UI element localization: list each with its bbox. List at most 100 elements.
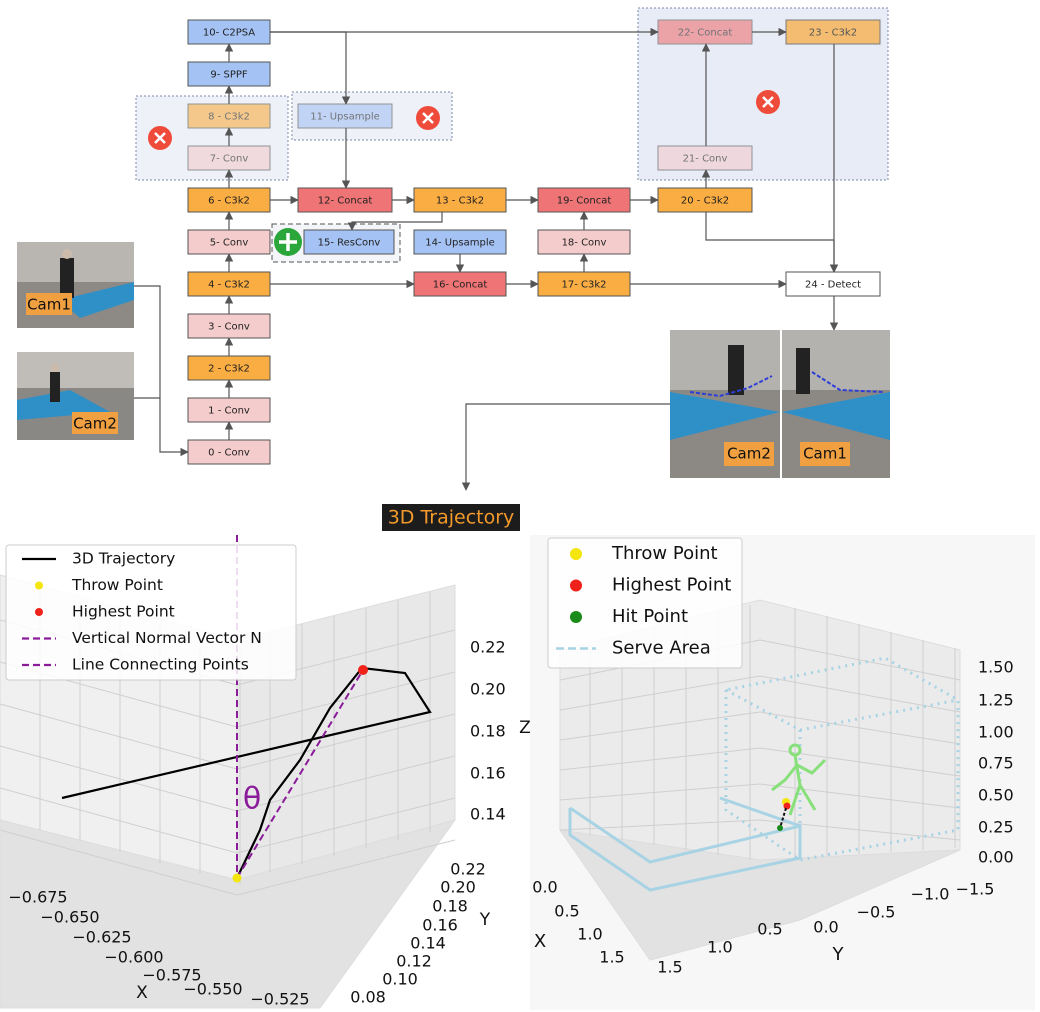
tick-label: 1.00 xyxy=(978,723,1014,742)
legend-marker xyxy=(35,608,43,616)
legend-label: Hit Point xyxy=(612,606,688,627)
edge xyxy=(466,404,670,490)
tick-label: 0.0 xyxy=(532,878,557,897)
node-label: 10- C2PSA xyxy=(203,28,255,39)
tick-label: 0.12 xyxy=(396,952,432,971)
output-label: 3D Trajectory xyxy=(388,507,515,529)
node: 17- C3k2 xyxy=(538,272,630,296)
camera-photo: Cam1 xyxy=(17,242,134,328)
theta: θ xyxy=(243,782,261,817)
remove-icon xyxy=(148,126,172,150)
node: 24 - Detect xyxy=(786,272,880,296)
node-label: 17- C3k2 xyxy=(561,280,606,291)
highest-point xyxy=(358,665,368,675)
page: 0 - Conv 1 - Conv 2 - C3k2 3 - Conv 4 - C3k2… xyxy=(0,0,1040,1012)
tick-label: 0.25 xyxy=(978,818,1014,837)
node-label: 23 - C3k2 xyxy=(809,28,857,39)
node-label: 18- Conv xyxy=(562,238,607,249)
axis-label: Z xyxy=(519,718,531,738)
tick-label: 0.20 xyxy=(440,878,476,897)
legend-label: Vertical Normal Vector N xyxy=(72,629,262,647)
tick-label: 0.22 xyxy=(470,638,506,657)
remove-icon xyxy=(756,90,780,114)
tick-label: −1.5 xyxy=(956,880,995,899)
node: 7- Conv xyxy=(188,146,270,170)
node: 10- C2PSA xyxy=(188,20,270,44)
node: 5- Conv xyxy=(188,230,270,254)
node: 21- Conv xyxy=(658,146,752,170)
figure: 0 - Conv 1 - Conv 2 - C3k2 3 - Conv 4 - C3k2… xyxy=(0,0,1040,1012)
node: 3 - Conv xyxy=(188,314,270,338)
node: 13 - C3k2 xyxy=(414,188,506,212)
node-label: 16- Concat xyxy=(433,280,488,291)
node-label: 8 - C3k2 xyxy=(208,112,250,123)
tick-label: 0.18 xyxy=(470,722,506,741)
node-label: 20 - C3k2 xyxy=(681,196,729,207)
tick-label: 1.0 xyxy=(577,925,602,944)
node: 8 - C3k2 xyxy=(188,104,270,128)
camera-label: Cam2 xyxy=(727,445,771,463)
node-label: 12- Concat xyxy=(318,196,373,207)
tick-label: 1.0 xyxy=(707,938,732,957)
node-label: 1 - Conv xyxy=(208,406,250,417)
node-label: 22- Concat xyxy=(678,28,733,39)
tick-label: 0.75 xyxy=(978,754,1014,773)
tick-label: −0.625 xyxy=(72,928,131,947)
node: 19- Concat xyxy=(538,188,630,212)
node-label: 5- Conv xyxy=(210,238,249,249)
node: 2 - C3k2 xyxy=(188,356,270,380)
node: 14- Upsample xyxy=(414,230,506,254)
axis-label: Y xyxy=(832,944,845,965)
camera-label: Cam2 xyxy=(73,415,117,433)
node: 9- SPPF xyxy=(188,62,270,86)
node-label: 2 - C3k2 xyxy=(208,364,250,375)
axis-label: X xyxy=(534,931,546,952)
tick-label: 0.16 xyxy=(422,916,458,935)
tick-label: −0.650 xyxy=(40,908,99,927)
node: 0 - Conv xyxy=(188,440,270,464)
node: 15- ResConv xyxy=(304,230,394,254)
node-label: 9- SPPF xyxy=(210,70,248,81)
node-label: 4 - C3k2 xyxy=(208,280,250,291)
legend-label: Serve Area xyxy=(612,638,711,659)
tick-label: 0.14 xyxy=(470,805,506,824)
tick-label: 0.16 xyxy=(470,764,506,783)
legend-marker xyxy=(570,611,582,623)
node: 23 - C3k2 xyxy=(786,20,880,44)
legend-label: Line Connecting Points xyxy=(72,656,249,674)
tick-label: 0.00 xyxy=(978,848,1014,867)
tick-label: −0.675 xyxy=(8,888,67,907)
tick-label: 0.0 xyxy=(813,918,838,937)
tick-label: 0.14 xyxy=(410,934,446,953)
camera-label: Cam1 xyxy=(27,296,71,314)
tick-label: 1.50 xyxy=(978,658,1014,677)
tick-label: 1.5 xyxy=(657,958,682,977)
node-label: 15- ResConv xyxy=(318,238,381,249)
add-icon xyxy=(274,228,302,256)
axis-label: X xyxy=(136,983,148,1003)
legend-marker xyxy=(35,582,43,590)
node-label: 0 - Conv xyxy=(208,448,250,459)
node-label: 21- Conv xyxy=(683,154,728,165)
node-label: 14- Upsample xyxy=(425,238,495,249)
tick-label: 0.20 xyxy=(470,680,506,699)
tick-label: −0.550 xyxy=(183,980,242,999)
edge xyxy=(706,212,834,272)
node: 18- Conv xyxy=(538,230,630,254)
edge xyxy=(134,286,188,452)
legend-label: Throw Point xyxy=(71,576,163,594)
node: 1 - Conv xyxy=(188,398,270,422)
tick-label: 0.18 xyxy=(432,897,468,916)
camera-photo: Cam2 xyxy=(17,352,134,440)
node-label: 19- Concat xyxy=(557,196,612,207)
throw-point xyxy=(233,874,242,883)
node-label: 3 - Conv xyxy=(208,322,250,333)
node: 20 - C3k2 xyxy=(658,188,752,212)
node-label: 7- Conv xyxy=(210,154,249,165)
node-label: 6 - C3k2 xyxy=(208,196,250,207)
node: 4 - C3k2 xyxy=(188,272,270,296)
legend-label: 3D Trajectory xyxy=(72,550,175,568)
legend-marker xyxy=(570,548,582,560)
